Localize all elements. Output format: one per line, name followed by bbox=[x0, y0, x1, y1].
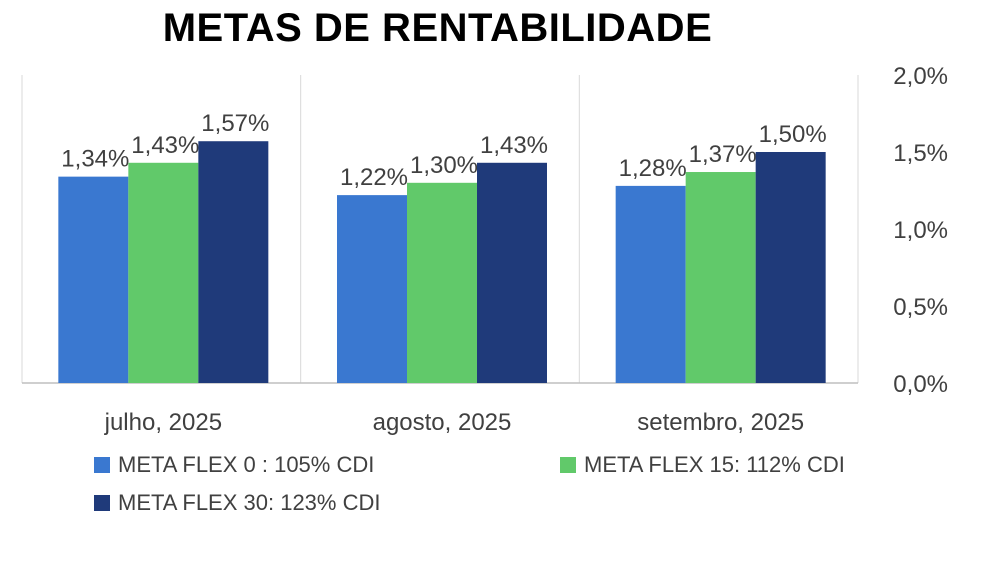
y-tick-label: 0,0% bbox=[893, 371, 948, 398]
bar bbox=[58, 176, 129, 383]
legend-item-flex15: META FLEX 15: 112% CDI bbox=[560, 452, 845, 478]
bar bbox=[685, 172, 756, 383]
legend-label-flex30: META FLEX 30: 123% CDI bbox=[118, 490, 381, 515]
legend-swatch-flex15 bbox=[560, 457, 576, 473]
x-tick-label: julho, 2025 bbox=[104, 409, 222, 436]
bar bbox=[128, 162, 199, 383]
data-label: 1,37% bbox=[689, 141, 757, 168]
x-tick-label: agosto, 2025 bbox=[373, 409, 512, 436]
y-tick-label: 2,0% bbox=[893, 63, 948, 90]
bar bbox=[755, 152, 826, 383]
legend-swatch-flex30 bbox=[94, 495, 110, 511]
data-label: 1,30% bbox=[410, 152, 478, 179]
bar bbox=[198, 141, 269, 383]
data-label: 1,43% bbox=[131, 132, 199, 159]
legend-swatch-flex0 bbox=[94, 457, 110, 473]
y-tick-label: 0,5% bbox=[893, 294, 948, 321]
data-label: 1,50% bbox=[759, 121, 827, 148]
y-tick-label: 1,0% bbox=[893, 217, 948, 244]
data-label: 1,34% bbox=[61, 146, 129, 173]
legend-item-flex30: META FLEX 30: 123% CDI bbox=[94, 490, 380, 516]
legend-label-flex0: META FLEX 0 : 105% CDI bbox=[118, 452, 375, 477]
data-label: 1,28% bbox=[619, 155, 687, 182]
data-label: 1,22% bbox=[340, 164, 408, 191]
bar bbox=[407, 182, 477, 383]
bar bbox=[615, 185, 686, 383]
data-label: 1,43% bbox=[480, 132, 548, 159]
x-tick-label: setembro, 2025 bbox=[637, 409, 804, 436]
bar bbox=[477, 162, 547, 383]
y-tick-label: 1,5% bbox=[893, 140, 948, 167]
chart-title: METAS DE RENTABILIDADE bbox=[162, 6, 713, 50]
legend-item-flex0: META FLEX 0 : 105% CDI bbox=[94, 452, 374, 478]
bar bbox=[337, 195, 407, 383]
legend-label-flex15: META FLEX 15: 112% CDI bbox=[584, 452, 845, 477]
data-label: 1,57% bbox=[201, 110, 269, 137]
